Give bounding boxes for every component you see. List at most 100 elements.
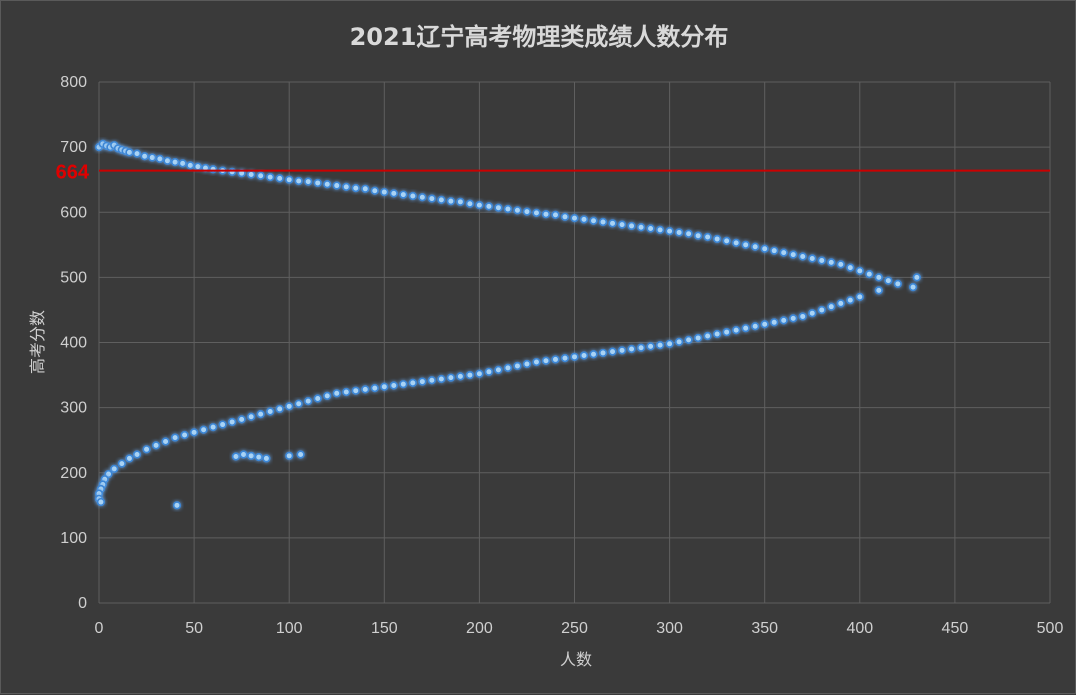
data-point <box>646 224 655 233</box>
data-point <box>247 412 256 421</box>
data-point <box>908 283 918 292</box>
data-point <box>228 167 237 176</box>
data-point <box>608 219 617 228</box>
data-point <box>884 276 893 285</box>
data-point <box>209 165 218 174</box>
x-tick-label: 400 <box>846 620 873 637</box>
data-point <box>296 450 305 459</box>
y-tick-label: 400 <box>60 335 87 352</box>
data-point <box>399 190 408 199</box>
y-tick-labels: 0 100 200 300 400 500 600 700 800 <box>60 74 87 612</box>
data-point <box>247 451 256 460</box>
y-tick-label: 600 <box>60 204 87 221</box>
data-point <box>817 305 826 315</box>
data-point <box>636 343 646 352</box>
data-point <box>151 441 161 450</box>
reference-line-label: 664 <box>56 162 90 184</box>
data-point <box>779 316 788 325</box>
data-point <box>703 331 712 341</box>
data-point <box>694 231 703 240</box>
x-tick-label: 350 <box>751 620 778 637</box>
y-tick-label: 200 <box>60 465 87 482</box>
data-point <box>770 246 779 255</box>
x-tick-label: 300 <box>656 620 683 637</box>
data-point <box>646 342 655 351</box>
x-tick-label: 200 <box>466 620 493 637</box>
data-point <box>751 242 760 251</box>
y-tick-label: 300 <box>60 400 87 417</box>
data-point <box>789 250 798 259</box>
data-point <box>865 270 874 279</box>
data-point <box>370 383 379 393</box>
data-point <box>836 299 845 308</box>
data-point <box>190 428 199 437</box>
data-point <box>399 380 408 389</box>
x-tick-labels: 0 50 100 150 200 250 300 350 400 450 500 <box>95 620 1064 637</box>
data-point <box>827 258 836 267</box>
data-point <box>817 256 826 265</box>
data-point <box>155 154 164 163</box>
data-point <box>140 152 149 161</box>
data-point <box>675 228 684 237</box>
gridlines <box>98 81 1051 604</box>
data-points <box>94 139 921 510</box>
data-point <box>513 361 522 371</box>
data-point <box>589 350 598 359</box>
data-point <box>675 337 684 346</box>
data-point <box>741 324 750 333</box>
y-tick-label: 800 <box>60 74 87 91</box>
data-point <box>285 402 294 411</box>
x-tick-label: 100 <box>276 620 303 637</box>
data-point <box>484 367 494 376</box>
data-point <box>96 497 106 507</box>
data-point <box>722 236 731 246</box>
data-point <box>351 184 360 193</box>
data-point <box>846 263 855 272</box>
data-point <box>456 372 465 381</box>
data-point <box>665 339 674 348</box>
data-point <box>342 182 351 191</box>
data-point <box>846 296 855 305</box>
x-tick-label: 250 <box>561 620 588 637</box>
data-point <box>313 178 322 188</box>
data-point <box>617 220 627 229</box>
data-point <box>465 370 474 380</box>
data-point <box>180 430 189 440</box>
data-point <box>684 335 693 344</box>
data-point <box>275 404 284 414</box>
data-point <box>418 193 427 202</box>
data-point <box>827 302 836 311</box>
data-point <box>475 369 484 378</box>
chart-title: 2021辽宁高考物理类成绩人数分布 <box>350 23 729 51</box>
data-point <box>522 359 532 369</box>
data-point <box>503 204 513 214</box>
data-point <box>760 320 769 329</box>
data-point <box>760 244 769 253</box>
data-point <box>855 266 864 275</box>
data-point <box>570 352 579 361</box>
data-point <box>332 181 341 190</box>
data-point <box>808 254 817 263</box>
data-point <box>475 200 484 210</box>
data-point <box>266 407 275 416</box>
data-point <box>503 363 513 372</box>
data-point <box>275 174 284 183</box>
data-point <box>608 347 617 356</box>
data-point <box>465 199 474 208</box>
data-point <box>703 232 712 242</box>
x-tick-label: 50 <box>185 620 203 637</box>
y-tick-label: 100 <box>60 530 87 547</box>
data-point <box>239 450 248 459</box>
data-point <box>427 376 436 385</box>
data-point <box>209 423 218 432</box>
data-point <box>494 203 503 212</box>
data-point <box>484 202 494 211</box>
data-point <box>579 215 589 224</box>
data-point <box>117 459 126 468</box>
data-point <box>541 210 551 219</box>
data-point <box>798 312 807 321</box>
data-point <box>132 149 142 158</box>
data-point <box>779 248 788 257</box>
data-point <box>513 206 522 215</box>
data-point <box>163 156 172 165</box>
